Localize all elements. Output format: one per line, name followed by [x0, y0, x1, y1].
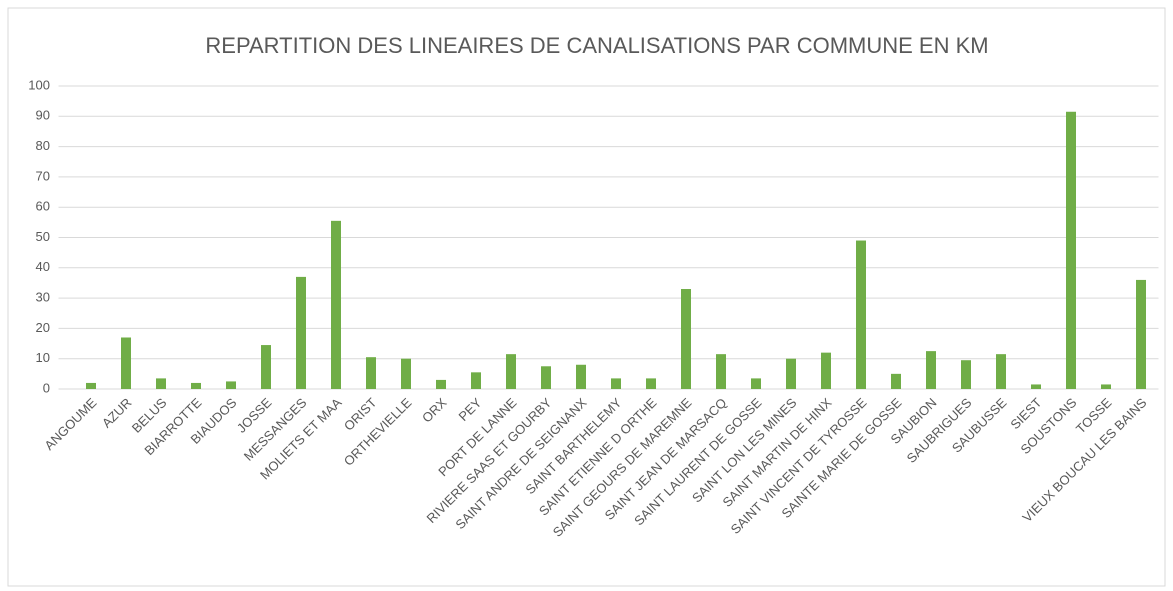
bar — [786, 358, 796, 389]
bar — [576, 364, 586, 389]
y-tick-label: 70 — [36, 168, 50, 183]
y-tick-label: 60 — [36, 199, 50, 214]
bar — [611, 378, 621, 389]
bar — [646, 378, 656, 389]
bar — [471, 372, 481, 389]
chart-title: REPARTITION DES LINEAIRES DE CANALISATIO… — [205, 33, 988, 58]
bar — [261, 345, 271, 389]
bar — [191, 382, 201, 389]
bar — [1031, 384, 1041, 389]
bar — [226, 381, 236, 389]
y-tick-label: 20 — [36, 320, 50, 335]
bar — [436, 379, 446, 389]
bar — [961, 360, 971, 389]
bar — [821, 352, 831, 389]
chart-border — [7, 7, 1166, 587]
bar — [506, 354, 516, 389]
bar — [296, 276, 306, 389]
bar — [86, 382, 96, 389]
y-tick-label: 40 — [36, 259, 50, 274]
bar — [1136, 279, 1146, 389]
y-tick-label: 90 — [36, 108, 50, 123]
bar — [541, 366, 551, 389]
bar — [156, 378, 166, 389]
y-tick-label: 30 — [36, 290, 50, 305]
bar — [891, 373, 901, 389]
bar — [1066, 111, 1076, 389]
bar — [1101, 384, 1111, 389]
bar — [331, 220, 341, 389]
y-tick-label: 80 — [36, 138, 50, 153]
y-tick-label: 0 — [43, 380, 50, 395]
bar — [681, 289, 691, 389]
bar — [716, 354, 726, 389]
bar — [856, 240, 866, 389]
y-tick-label: 50 — [36, 229, 50, 244]
y-tick-label: 10 — [36, 350, 50, 365]
y-tick-label: 100 — [28, 77, 50, 92]
bar — [751, 378, 761, 389]
bar — [926, 351, 936, 389]
bar — [996, 354, 1006, 389]
bar — [366, 357, 376, 389]
bar — [401, 358, 411, 389]
bar — [121, 337, 131, 389]
